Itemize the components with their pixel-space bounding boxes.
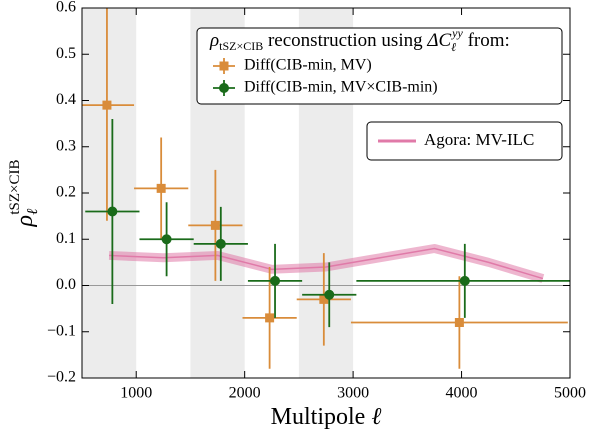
legend-label: Diff(CIB-min, MV×CIB-min) [244,79,438,96]
point [210,220,220,230]
legend-box [366,121,563,161]
y-tick-label: −0.2 [47,369,76,386]
y-axis-label: ρℓtSZ×CIB [7,160,41,228]
x-axis-label: Multipole ℓ [271,404,382,430]
legend-swatch [219,61,229,71]
y-tick-label: 0.4 [56,91,76,108]
point [102,100,112,110]
x-tick-label: 5000 [554,385,586,402]
x-tick-label: 1000 [120,385,152,402]
point [161,234,172,245]
point [454,318,464,327]
x-tick-label: 4000 [446,385,478,402]
point [324,289,335,300]
y-tick-label: −0.1 [47,322,76,339]
x-tick-label: 2000 [229,385,261,402]
shaded-band [82,8,137,378]
y-tick-label: 0.0 [56,276,76,293]
x-tick-label: 3000 [337,385,369,402]
point [459,275,470,286]
y-tick-label: 0.6 [56,0,76,16]
legend-box [196,27,563,105]
point [107,206,118,217]
y-tick-label: 0.5 [56,45,76,62]
legend-title: ρtSZ×CIB reconstruction using ΔCℓyy from… [209,26,510,54]
y-tick-label: 0.2 [56,184,76,201]
y-tick-label: 0.1 [56,230,76,247]
point [319,294,329,304]
legend-label: Agora: MV-ILC [424,130,534,149]
model-line [109,247,544,280]
point [270,275,281,286]
y-tick-label: 0.3 [56,137,76,154]
point [215,238,226,249]
legend-label: Diff(CIB-min, MV) [244,57,372,74]
point [265,313,275,323]
legend-swatch [219,83,229,93]
point [156,183,166,193]
